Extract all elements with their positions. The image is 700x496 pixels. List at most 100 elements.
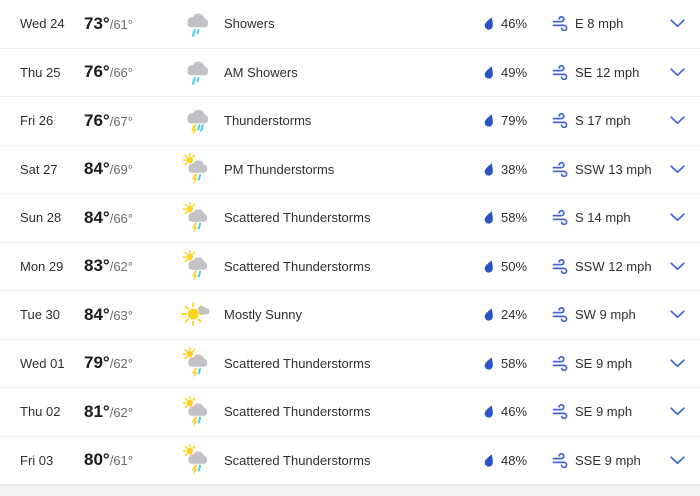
day-label: Fri 26 [20,113,54,129]
forecast-day-row[interactable]: Thu 02 81°/62° Scattered Thunderstorms 4… [0,388,700,437]
expand-row-button[interactable] [654,456,700,465]
drop-icon [484,211,493,224]
temperature-range: 84°/66° [84,208,180,228]
chevron-down-icon [669,359,685,367]
precip-chance: 24% [501,307,528,323]
high-temp: 84° [84,159,110,179]
chevron-down-icon [669,456,685,464]
sun-thunderstorms-icon [180,250,212,282]
expand-row-button[interactable] [654,165,700,174]
drop-icon [484,308,493,321]
high-temp: 76° [84,62,110,82]
expand-row-button[interactable] [654,68,700,77]
drop-icon [484,114,493,127]
wind-icon [552,64,568,80]
footer-strip [0,485,700,496]
forecast-day-row[interactable]: Wed 01 79°/62° Scattered Thunderstorms 5… [0,339,700,388]
day-label: Sat 27 [20,161,58,177]
daily-forecast-list: Wed 24 73°/61° Showers 46% E 8 mph Thu 2… [0,0,700,485]
temperature-range: 80°/61° [84,450,180,470]
condition-label: Showers [224,16,275,32]
forecast-day-row[interactable]: Wed 24 73°/61° Showers 46% E 8 mph [0,0,700,49]
expand-row-button[interactable] [654,213,700,222]
temperature-range: 81°/62° [84,402,180,422]
temperature-range: 79°/62° [84,353,180,373]
drop-icon [484,66,493,79]
condition-label: Scattered Thunderstorms [224,355,371,371]
day-label: Mon 29 [20,258,64,274]
drop-icon [484,357,493,370]
low-temp: /66° [109,65,133,81]
temperature-range: 84°/63° [84,305,180,325]
wind-icon [552,355,568,371]
expand-row-button[interactable] [654,116,700,125]
mostly-sunny-icon [180,299,212,331]
forecast-day-row[interactable]: Thu 25 76°/66° AM Showers 49% SE 12 mph [0,48,700,97]
low-temp: /66° [109,210,133,226]
wind-speed: SE 12 mph [575,64,640,80]
precip-chance: 79% [501,113,528,129]
drop-icon [484,454,493,467]
wind-speed: SW 9 mph [575,307,636,323]
condition-label: Scattered Thunderstorms [224,452,371,468]
day-label: Thu 25 [20,64,61,80]
forecast-day-row[interactable]: Fri 03 80°/61° Scattered Thunderstorms 4… [0,436,700,485]
wind-icon [552,404,568,420]
chevron-down-icon [669,310,685,319]
expand-row-button[interactable] [654,407,700,416]
condition-label: PM Thunderstorms [224,161,335,177]
chevron-down-icon [669,407,685,416]
wind-icon [552,210,568,226]
sun-thunderstorms-icon [180,396,212,428]
day-label: Sun 28 [20,210,62,226]
wind-icon [552,16,568,32]
high-temp: 83° [84,256,110,276]
forecast-day-row[interactable]: Sun 28 84°/66° Scattered Thunderstorms 5… [0,194,700,243]
day-label: Thu 02 [20,404,61,420]
wind-speed: SE 9 mph [575,404,633,420]
forecast-day-row[interactable]: Tue 30 84°/63° Mostly Sunny 24% SW 9 mph [0,291,700,340]
expand-row-button[interactable] [654,19,700,28]
precip-chance: 58% [501,210,528,226]
high-temp: 80° [84,450,110,470]
condition-label: Scattered Thunderstorms [224,210,371,226]
expand-row-button[interactable] [654,310,700,319]
high-temp: 81° [84,401,110,421]
sun-thunderstorms-icon [180,153,212,185]
sun-thunderstorms-icon [180,444,212,476]
precip-chance: 50% [501,258,528,274]
temperature-range: 76°/66° [84,62,180,82]
forecast-day-row[interactable]: Mon 29 83°/62° Scattered Thunderstorms 5… [0,242,700,291]
wind-icon [552,452,568,468]
condition-label: Scattered Thunderstorms [224,404,371,420]
precip-chance: 46% [501,16,528,32]
wind-speed: SE 9 mph [575,355,633,371]
condition-label: Mostly Sunny [224,307,303,323]
chevron-down-icon [669,116,685,125]
expand-row-button[interactable] [654,262,700,271]
low-temp: /62° [109,259,133,275]
forecast-day-row[interactable]: Sat 27 84°/69° PM Thunderstorms 38% SSW … [0,145,700,194]
forecast-day-row[interactable]: Fri 26 76°/67° Thunderstorms 79% S 17 mp… [0,97,700,146]
high-temp: 84° [84,304,110,324]
chevron-down-icon [669,19,685,28]
drop-icon [484,163,493,176]
wind-icon [552,307,568,323]
expand-row-button[interactable] [654,359,700,368]
chevron-down-icon [669,68,685,76]
precip-chance: 46% [501,404,528,420]
sun-thunderstorms-icon [180,202,212,234]
day-label: Wed 24 [20,16,65,32]
drop-icon [484,17,493,30]
day-label: Wed 01 [20,355,65,371]
showers-icon [180,56,212,88]
low-temp: /67° [109,113,133,129]
high-temp: 79° [84,353,110,373]
temperature-range: 84°/69° [84,159,180,179]
high-temp: 84° [84,207,110,227]
high-temp: 73° [84,13,110,33]
wind-icon [552,258,568,274]
temperature-range: 83°/62° [84,256,180,276]
wind-speed: SSW 13 mph [575,161,652,177]
low-temp: /61° [109,453,133,469]
